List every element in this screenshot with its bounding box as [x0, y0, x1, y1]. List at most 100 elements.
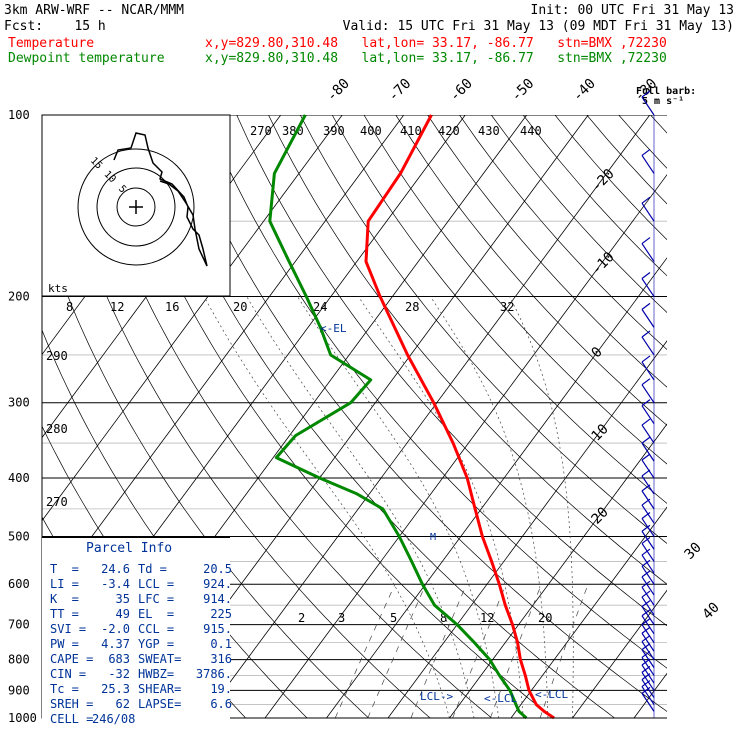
parcel-info-cell: LAPSE= — [138, 697, 182, 711]
wind-barb — [641, 624, 655, 643]
init-time: Init: 00 UTC Fri 31 May 13 — [530, 3, 735, 18]
theta-label: 390 — [323, 124, 345, 138]
mixing-ratio-line — [539, 584, 589, 718]
parcel-info-cell: T = — [50, 562, 79, 576]
wind-barb-flag — [641, 484, 651, 492]
hodo-units-label: kts — [48, 282, 68, 295]
wind-barb-flag — [641, 469, 651, 477]
dry-adiabat — [77, 115, 493, 718]
wind-barb-flag — [641, 511, 651, 519]
dry-adiabat — [268, 115, 667, 585]
pressure-label: 300 — [8, 396, 30, 410]
wind-barb — [641, 576, 655, 596]
wind-barb — [641, 405, 655, 424]
wind-barb-flag — [641, 665, 651, 673]
wind-barb — [641, 565, 655, 585]
lcl-marker-left: LCL-> — [420, 690, 453, 703]
dry-adiabat — [554, 115, 667, 241]
parcel-info-cell: 20.5 — [203, 562, 232, 576]
wind-barb-flag — [641, 418, 651, 426]
parcel-info-cell: 246/08 — [92, 712, 136, 726]
parcel-info-title: Parcel Info — [86, 541, 173, 556]
isotherm-label: -10 — [589, 249, 618, 278]
parcel-info-cell: 924. — [203, 577, 232, 591]
isotherm-line — [203, 115, 651, 718]
mixing-ratio-label: 5 — [390, 611, 397, 625]
hodo-speed-label: 32 — [500, 300, 514, 314]
wind-barb-flag — [641, 148, 651, 156]
dry-adiabat — [491, 115, 667, 313]
parcel-info-cell: -2.0 — [101, 622, 130, 636]
parcel-info-cell: K = — [50, 592, 79, 606]
wind-barb-flag — [641, 559, 651, 567]
model-title: 3km ARW-WRF -- NCAR/MMM — [4, 3, 185, 18]
isotherm-label: -30 — [631, 76, 660, 105]
mixing-ratio-label: 20 — [538, 611, 552, 625]
parcel-info-cell: 3786. — [195, 667, 232, 681]
theta-side-label: 290 — [46, 349, 68, 363]
parcel-info-cell: 49 — [115, 607, 130, 621]
pressure-label: 200 — [8, 290, 30, 304]
isotherm-label: 10 — [589, 421, 612, 444]
pressure-label: 500 — [8, 529, 30, 543]
dry-adiabat — [427, 115, 667, 388]
isotherm-line — [572, 589, 667, 718]
parcel-info-cell: 24.6 — [101, 562, 130, 576]
wind-barb — [641, 361, 655, 381]
parcel-info-cell: 0.1 — [210, 637, 232, 651]
parcel-info-cell: -3.4 — [101, 577, 130, 591]
theta-label: 270 — [250, 124, 272, 138]
wind-barb-flag — [641, 90, 651, 98]
isotherm-line — [449, 423, 667, 718]
hodo-speed-label: 8 — [66, 300, 73, 314]
m-marker: M — [430, 532, 436, 543]
dry-adiabat — [204, 115, 667, 669]
hodo-speed-label: 24 — [313, 300, 327, 314]
isotherm-line — [42, 115, 343, 522]
wind-barb — [641, 693, 655, 712]
dry-adiabat — [395, 115, 667, 426]
parcel-info-cell: YGP = — [138, 637, 175, 651]
wind-barb — [641, 336, 655, 356]
parcel-info-panel: Parcel Info T = 24.6 Td = 20.5 LI = -3.4 LCL =… — [42, 537, 232, 728]
wind-barb-flag — [641, 498, 651, 506]
isotherm-label: -60 — [447, 76, 476, 105]
wind-barb — [641, 649, 655, 668]
isotherm-label: -70 — [385, 76, 414, 105]
wind-barb-flag — [641, 600, 651, 608]
isotherm-label: -20 — [589, 166, 618, 195]
wind-barb — [641, 530, 655, 550]
mixing-ratio-label: 3 — [338, 611, 345, 625]
dry-adiabat — [42, 223, 370, 718]
temperature-profile — [364, 114, 555, 720]
wind-barb-flag — [641, 330, 651, 338]
dry-adiabat — [236, 115, 667, 627]
lcl-marker-right: <-LCL — [535, 688, 568, 701]
parcel-info-cell: LI = — [50, 577, 79, 591]
wind-barb — [641, 442, 655, 462]
parcel-info-cell: 914. — [203, 592, 232, 606]
wind-barb — [641, 657, 655, 676]
isotherm-line — [264, 174, 667, 718]
wind-barb-flag — [641, 548, 651, 556]
parcel-info-row: T = 24.6 Td = 20.5 — [50, 562, 232, 576]
el-marker: <-EL — [320, 322, 347, 335]
wind-barb-flag — [641, 436, 651, 444]
wind-barb — [641, 96, 655, 116]
parcel-info-cell: PW = — [50, 637, 79, 651]
wind-barb-flag — [641, 650, 651, 658]
mixing-ratio-label: 2 — [298, 611, 305, 625]
parcel-info-cell: SREH = — [50, 697, 94, 711]
dry-adiabat — [682, 115, 740, 731]
wind-barb-flag — [641, 590, 651, 598]
hodo-origin — [129, 200, 143, 214]
parcel-info-cell: SWEAT= — [138, 652, 182, 666]
parcel-info-cell: 25.3 — [101, 682, 130, 696]
parcel-info-cell: 35 — [115, 592, 130, 606]
parcel-info-row: TT = 49 EL = 225 — [50, 607, 232, 621]
parcel-info-cell: EL = — [138, 607, 175, 621]
wind-barb-flag — [641, 399, 651, 407]
wind-barb — [641, 586, 655, 606]
parcel-info-cell: 225 — [210, 607, 232, 621]
